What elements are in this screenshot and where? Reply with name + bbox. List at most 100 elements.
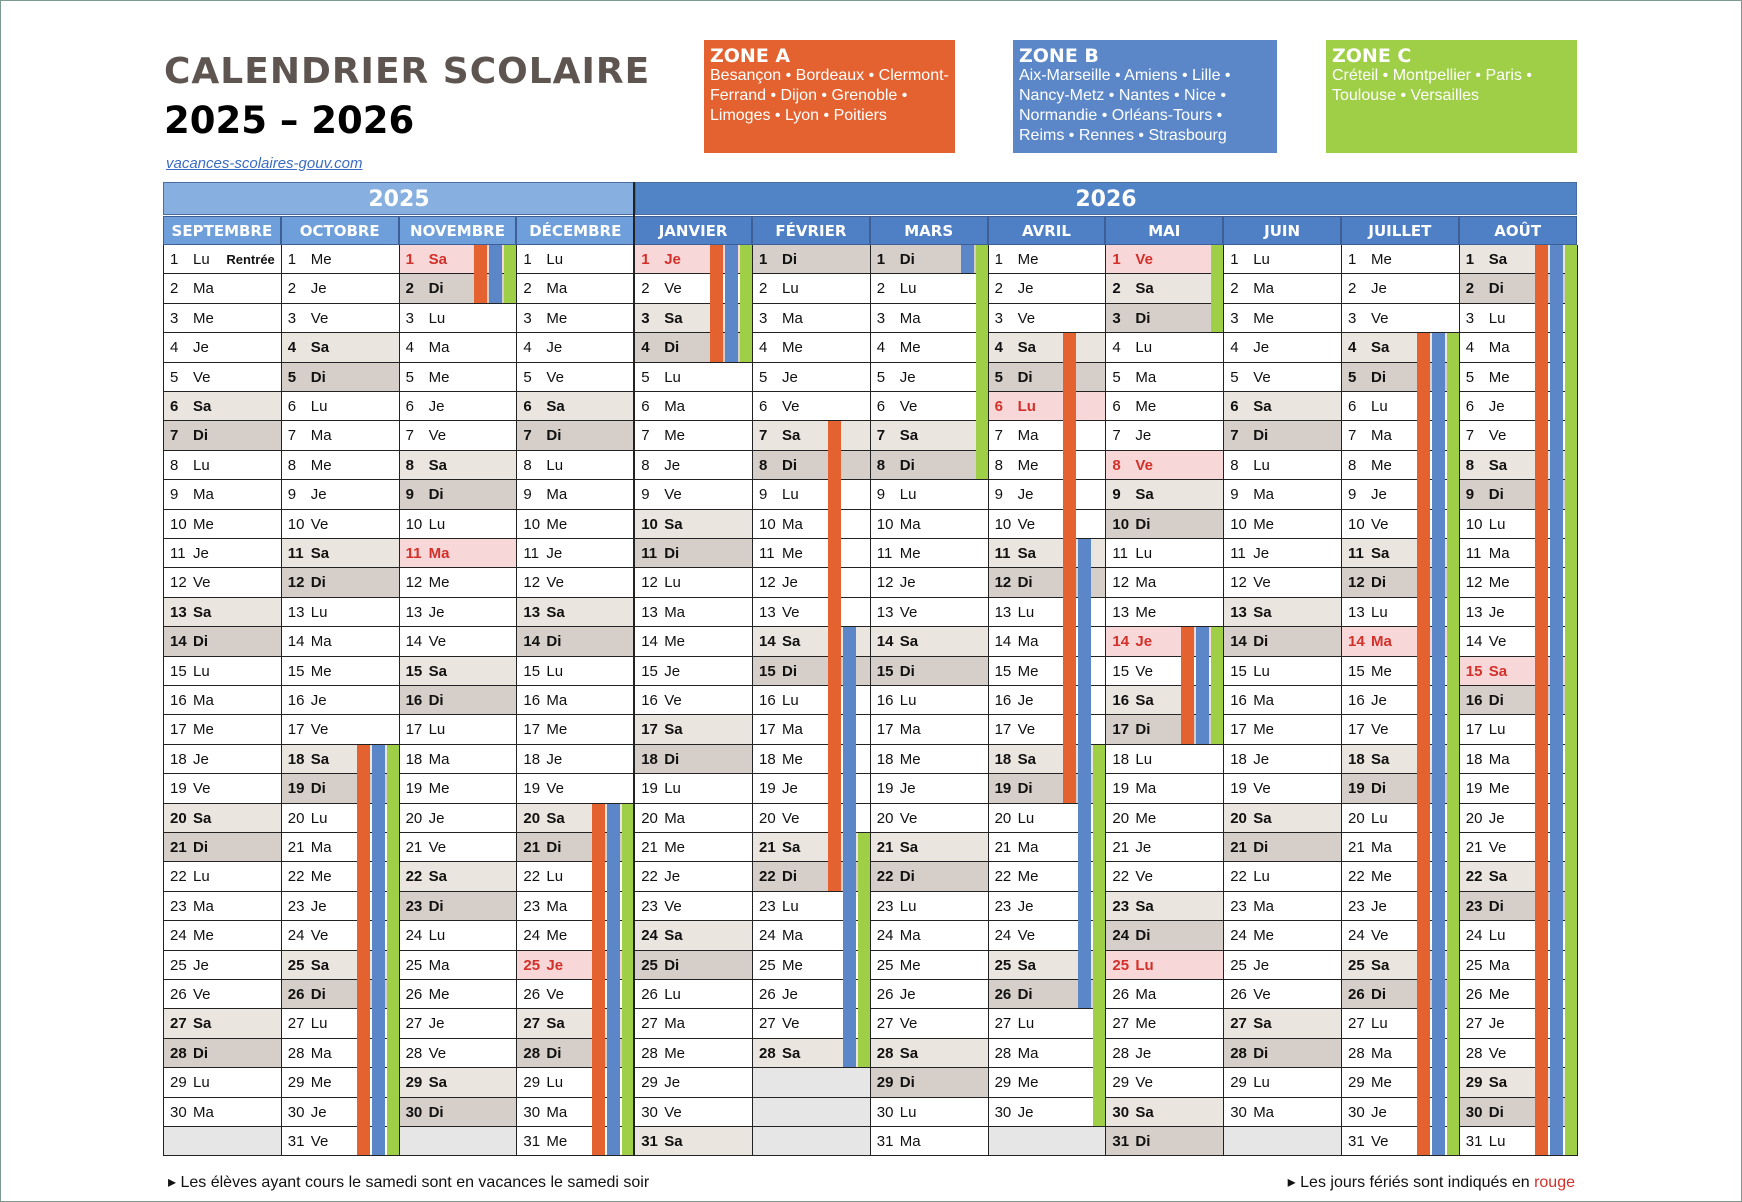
- day-cell: 14 Ve: [1458, 627, 1577, 657]
- day-number: 2: [1465, 280, 1475, 298]
- weekday-label: Me: [899, 956, 921, 974]
- day-cell: 6 Me: [1105, 392, 1224, 422]
- day-number: 1: [1348, 251, 1357, 268]
- weekday-label: Ve: [664, 897, 682, 915]
- day-number: 26: [1465, 986, 1483, 1003]
- day-number: 5: [876, 368, 886, 386]
- weekday-label: Ve: [1253, 574, 1271, 592]
- day-cell: 29 Lu: [163, 1068, 281, 1098]
- weekday-label: Sa: [1488, 868, 1508, 886]
- day-number: 26: [876, 986, 894, 1003]
- day-cell: 2 Je: [987, 274, 1106, 304]
- weekday-label: Sa: [1135, 1103, 1154, 1121]
- day-number: 28: [759, 1044, 776, 1062]
- day-cell: 5 Ma: [1105, 363, 1224, 392]
- weekday-label: Sa: [1253, 809, 1272, 827]
- day-number: 15: [523, 662, 541, 680]
- weekday-label: Lu: [664, 368, 681, 386]
- weekday-label: Lu: [546, 251, 564, 268]
- weekday-label: Me: [1253, 515, 1275, 533]
- day-cell: 12 Lu: [634, 568, 752, 598]
- weekday-label: Sa: [1488, 251, 1508, 268]
- day-cell: 30 Ma: [1223, 1098, 1341, 1127]
- weekday-label: Lu: [1488, 721, 1506, 739]
- weekday-label: Lu: [428, 927, 446, 945]
- day-cell: 3 Ve: [280, 304, 399, 334]
- day-number: 11: [405, 545, 422, 562]
- weekday-label: Je: [1017, 897, 1034, 915]
- weekday-label: Lu: [310, 809, 328, 827]
- day-cell: 28 Je: [1105, 1039, 1224, 1069]
- day-number: 16: [876, 692, 894, 709]
- day-number: 18: [1230, 750, 1247, 768]
- day-cell: 26 Me: [1458, 980, 1577, 1010]
- day-number: 14: [876, 633, 894, 651]
- footer-note-saturday: ▸ Les élèves ayant cours le samedi sont …: [168, 1172, 649, 1192]
- day-cell: 10 Ma: [869, 510, 988, 539]
- weekday-label: Me: [546, 309, 568, 327]
- day-cell: 9 Ma: [163, 480, 281, 510]
- day-cell: 14 Di: [1223, 627, 1341, 657]
- weekday-label: Me: [546, 721, 568, 739]
- weekday-label: Lu: [546, 662, 564, 680]
- day-number: 14: [759, 633, 776, 651]
- day-number: 18: [759, 750, 776, 768]
- weekday-label: Di: [1253, 1044, 1269, 1062]
- day-cell: 25 Je: [163, 951, 281, 980]
- day-number: 29: [1348, 1074, 1365, 1092]
- day-number: 23: [1348, 897, 1365, 915]
- weekday-label: Ma: [782, 721, 803, 739]
- day-number: 13: [876, 603, 894, 621]
- day-cell: 22 Ve: [1105, 862, 1224, 892]
- day-number: 30: [287, 1103, 305, 1121]
- day-cell: 24 Sa: [634, 921, 752, 951]
- day-cell: 16 Lu: [752, 686, 870, 716]
- day-cell: 2 Je: [1341, 274, 1459, 304]
- day-cell: 22 Di: [869, 862, 988, 892]
- day-cell: 7 Sa: [752, 421, 870, 451]
- day-cell: 11 Lu: [1105, 539, 1224, 569]
- day-number: 1: [405, 251, 414, 268]
- weekday-label: Lu: [1017, 809, 1035, 827]
- day-cell: 6 Lu: [280, 392, 399, 422]
- weekday-label: Lu: [899, 1103, 917, 1121]
- source-link[interactable]: vacances-scolaires-gouv.com: [166, 155, 363, 172]
- day-number: 18: [1348, 750, 1365, 768]
- day-cell: 18 Ma: [1458, 745, 1577, 775]
- weekday-label: Lu: [310, 1015, 328, 1033]
- day-number: 11: [876, 545, 893, 562]
- weekday-label: Lu: [899, 692, 917, 709]
- day-cell: 6 Sa: [1223, 392, 1341, 422]
- day-cell: 24 Ve: [1341, 921, 1459, 951]
- weekday-label: Me: [428, 780, 450, 798]
- day-number: 10: [1230, 515, 1247, 533]
- weekday-label: Di: [899, 456, 915, 474]
- day-cell: 10 Sa: [634, 509, 752, 539]
- weekday-label: Je: [310, 692, 327, 709]
- weekday-label: Di: [310, 574, 326, 592]
- day-number: 19: [1465, 780, 1483, 798]
- weekday-label: Me: [1371, 662, 1392, 680]
- weekday-label: Di: [1135, 515, 1151, 533]
- day-cell: 31 Sa: [634, 1127, 752, 1157]
- day-cell: 26 Ma: [1105, 980, 1224, 1010]
- day-number: 29: [170, 1074, 187, 1092]
- day-cell: 21 Ma: [1341, 833, 1459, 863]
- vacation-bar-zone-b: [1196, 627, 1210, 744]
- empty-day-cell: [752, 1068, 870, 1098]
- vacation-bar-zone-c: [975, 245, 989, 480]
- weekday-label: Me: [310, 251, 332, 268]
- day-number: 4: [1230, 339, 1239, 357]
- day-number: 16: [523, 692, 541, 709]
- day-number: 28: [1348, 1044, 1365, 1062]
- weekday-label: Ve: [1253, 368, 1271, 386]
- day-number: 27: [405, 1015, 423, 1033]
- day-cell: 8 Me: [987, 451, 1106, 481]
- day-number: 13: [641, 603, 658, 621]
- weekday-label: Lu: [1253, 1074, 1270, 1092]
- weekday-label: Sa: [193, 1015, 212, 1033]
- day-cell: 31 Ve: [1341, 1127, 1459, 1157]
- day-cell: 4 Je: [516, 333, 635, 363]
- weekday-label: Di: [1371, 780, 1386, 798]
- day-cell: 24 Me: [1223, 921, 1341, 951]
